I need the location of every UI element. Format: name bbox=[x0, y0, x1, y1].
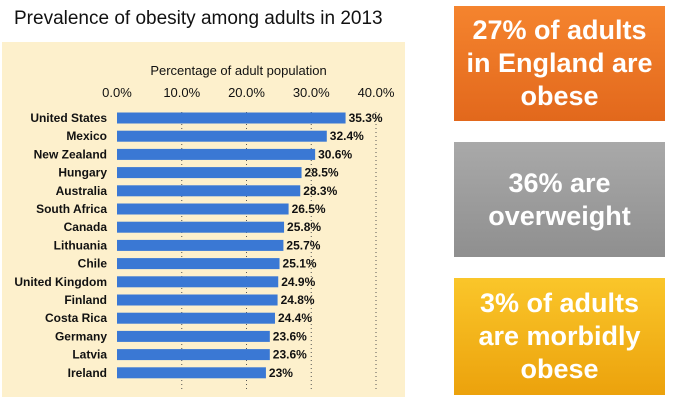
category-label: Finland bbox=[64, 293, 107, 307]
stat-box-text: 27% of adults in England are obese bbox=[466, 15, 653, 111]
category-label: United States bbox=[30, 111, 107, 125]
stat-box-morbidly-obese: 3% of adults are morbidly obese bbox=[454, 278, 665, 395]
bar bbox=[117, 349, 270, 361]
value-label: 26.5% bbox=[292, 202, 326, 216]
category-label: Ireland bbox=[68, 366, 107, 380]
value-label: 35.3% bbox=[349, 111, 383, 125]
bar bbox=[117, 258, 280, 270]
gridlines bbox=[181, 112, 377, 391]
x-axis-title: Percentage of adult population bbox=[150, 63, 326, 78]
category-label: Lithuania bbox=[54, 238, 108, 252]
category-label: Australia bbox=[56, 184, 108, 198]
value-label: 23.6% bbox=[273, 329, 307, 343]
value-label: 23.6% bbox=[273, 348, 307, 362]
category-label: Germany bbox=[55, 329, 107, 343]
bar bbox=[117, 167, 302, 179]
bar bbox=[117, 312, 275, 324]
bar bbox=[117, 148, 316, 160]
value-label: 23% bbox=[269, 366, 293, 380]
bar bbox=[117, 276, 279, 288]
value-label: 24.8% bbox=[281, 293, 315, 307]
value-label: 25.7% bbox=[286, 238, 320, 252]
value-label: 30.6% bbox=[318, 147, 352, 161]
value-label: 28.3% bbox=[303, 184, 337, 198]
stat-box-overweight: 36% are overweight bbox=[454, 142, 665, 257]
value-label: 24.9% bbox=[281, 275, 315, 289]
bar bbox=[117, 294, 278, 306]
bar bbox=[117, 112, 346, 124]
bar bbox=[117, 330, 270, 342]
category-label: Costa Rica bbox=[45, 311, 107, 325]
bars bbox=[117, 112, 346, 379]
x-tick-label: 40.0% bbox=[358, 85, 395, 100]
bar bbox=[117, 130, 327, 142]
x-tick-label: 20.0% bbox=[228, 85, 265, 100]
x-tick-label: 30.0% bbox=[293, 85, 330, 100]
bar bbox=[117, 221, 285, 233]
value-labels: 35.3% 32.4% 30.6% 28.5% 28.3% 26.5% 25.8% 25.7%… bbox=[269, 111, 383, 380]
bar bbox=[117, 185, 301, 197]
stat-box-text: 3% of adults are morbidly obese bbox=[478, 288, 641, 384]
category-label: South Africa bbox=[36, 202, 107, 216]
value-label: 32.4% bbox=[330, 129, 364, 143]
category-label: New Zealand bbox=[34, 147, 107, 161]
chart-panel: Percentage of adult population 0.0% 10.0%… bbox=[2, 42, 405, 397]
bar bbox=[117, 367, 266, 379]
value-label: 25.1% bbox=[283, 257, 317, 271]
bar bbox=[117, 239, 284, 251]
x-tick-label: 0.0% bbox=[102, 85, 132, 100]
value-label: 25.8% bbox=[287, 220, 321, 234]
value-label: 28.5% bbox=[305, 166, 339, 180]
bar bbox=[117, 203, 289, 215]
bar-chart: Percentage of adult population 0.0% 10.0%… bbox=[14, 63, 395, 391]
category-label: Mexico bbox=[66, 129, 107, 143]
category-label: Hungary bbox=[58, 166, 107, 180]
category-label: United Kingdom bbox=[14, 275, 107, 289]
x-tick-label: 10.0% bbox=[163, 85, 200, 100]
category-label: Canada bbox=[64, 220, 108, 234]
value-label: 24.4% bbox=[278, 311, 312, 325]
chart-title: Prevalence of obesity among adults in 20… bbox=[14, 8, 383, 29]
category-label: Chile bbox=[78, 257, 108, 271]
category-labels: United States Mexico New Zealand Hungary Aus… bbox=[14, 111, 107, 380]
x-axis-ticks: 0.0% 10.0% 20.0% 30.0% 40.0% bbox=[102, 85, 395, 100]
stat-box-text: 36% are overweight bbox=[488, 167, 631, 231]
stat-box-obese-england: 27% of adults in England are obese bbox=[454, 6, 665, 121]
category-label: Latvia bbox=[72, 348, 107, 362]
